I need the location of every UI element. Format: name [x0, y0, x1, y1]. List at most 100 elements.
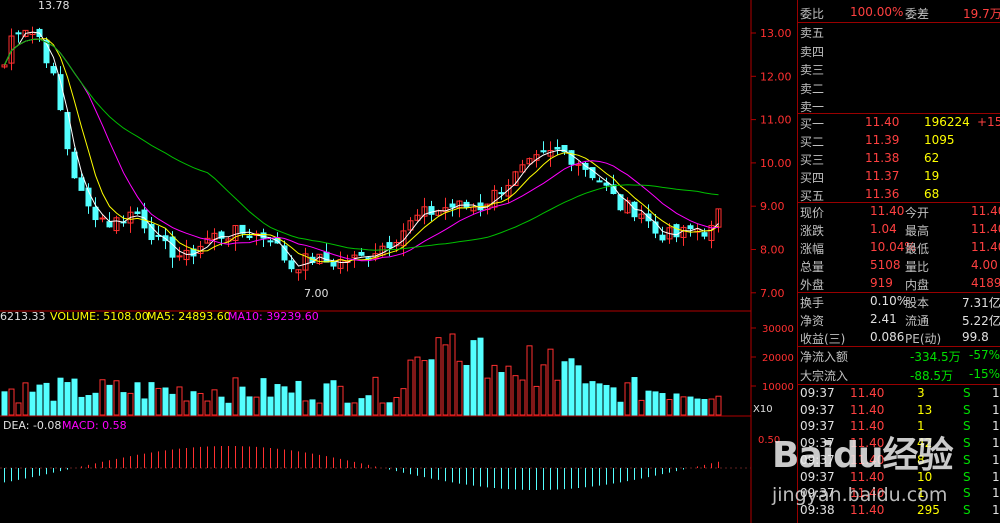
flow-row: 净流入额 -334.5万 -57% — [800, 348, 1000, 364]
volume-bar — [554, 379, 561, 416]
volume-bar — [253, 396, 260, 416]
volume-bar — [302, 400, 309, 416]
tick-row: 09:37 11.40 1 S 1 — [800, 486, 1000, 501]
volume-bar — [274, 384, 281, 416]
stat2-row: 净资 2.41 流通 5.22亿 — [800, 312, 1000, 328]
candle-body — [302, 253, 309, 271]
candle-body — [169, 236, 176, 258]
volume-bar — [57, 377, 64, 416]
volume-bar — [379, 402, 386, 416]
candle-body — [687, 225, 694, 230]
volume-bar — [134, 382, 141, 416]
kline-chart[interactable]: 13.78 7.00 6213.33 VOLUME: 5108.00 MA5: … — [0, 0, 797, 523]
volume-bar — [414, 356, 421, 416]
volume-bar — [239, 386, 246, 416]
volume-bar — [309, 399, 316, 416]
volume-bar — [442, 344, 449, 416]
volume-bar — [568, 358, 575, 416]
candle-body — [421, 206, 428, 217]
candle-body — [351, 254, 358, 259]
candle-body — [281, 245, 288, 261]
volume-bar — [204, 400, 211, 416]
price-axis-label: 7.00 — [760, 287, 785, 300]
candle-body — [414, 214, 421, 221]
candle-body — [568, 150, 575, 165]
volume-bar — [582, 383, 589, 416]
candle-body — [148, 223, 155, 241]
volume-label: VOLUME: 5108.00 — [50, 310, 149, 323]
volume-total: 6213.33 — [0, 310, 46, 323]
ma10-label: MA10: 39239.60 — [228, 310, 319, 323]
volume-bar — [400, 388, 407, 416]
volume-bar — [575, 365, 582, 416]
volume-bar — [659, 393, 666, 416]
candle-body — [358, 251, 365, 256]
volume-bar — [638, 399, 645, 416]
price-axis-label: 9.00 — [760, 200, 785, 213]
volume-bar — [533, 385, 540, 416]
tick-row: 09:37 11.40 1 S 1 — [800, 419, 1000, 434]
candle-body — [603, 182, 610, 186]
volume-bar — [183, 400, 190, 416]
volume-unit: X10 — [753, 404, 773, 415]
volume-axis-label: 20000 — [762, 353, 794, 364]
candle-body — [400, 230, 407, 247]
buy-row: 买五 11.36 68 — [800, 187, 940, 203]
volume-bar — [540, 364, 547, 416]
volume-bar — [92, 392, 99, 416]
volume-bar — [267, 396, 274, 416]
candle-body — [183, 249, 190, 261]
candle-body — [638, 213, 645, 219]
candle-body — [596, 180, 603, 183]
volume-bar — [295, 380, 302, 416]
volume-bar — [505, 365, 512, 416]
volume-bar — [78, 396, 85, 416]
volume-bar — [155, 387, 162, 416]
volume-bar — [85, 395, 92, 416]
volume-bar — [120, 392, 127, 416]
candle-body — [519, 164, 526, 173]
volume-bar — [162, 387, 169, 416]
candle-body — [659, 234, 666, 241]
tick-row: 09:37 11.40 13 S 1 — [800, 402, 1000, 417]
volume-bar — [428, 359, 435, 416]
volume-bar — [260, 378, 267, 416]
sell-row: 卖五 — [800, 26, 825, 40]
volume-bar — [148, 382, 155, 416]
price-axis: 13.00 12.00 11.00 10.00 9.00 8.00 7.00 — [751, 27, 792, 300]
volume-bar — [127, 392, 134, 416]
candle-body — [176, 255, 183, 258]
candle-body — [715, 208, 722, 228]
candle-body — [43, 39, 50, 64]
candle-body — [99, 217, 106, 220]
volume-bar — [624, 382, 631, 416]
volume-bar — [344, 402, 351, 416]
volume-bar — [211, 389, 218, 416]
volume-bar — [43, 382, 50, 416]
volume-bar — [631, 377, 638, 416]
candle-body — [78, 177, 85, 191]
volume-bar — [652, 391, 659, 416]
candle-body — [575, 163, 582, 166]
tick-row: 09:37 11.40 42 S 1 — [800, 436, 1000, 451]
low-price-marker: 7.00 — [304, 287, 329, 300]
buy-row: 买三 11.38 62 — [800, 151, 940, 167]
volume-bar — [8, 388, 15, 416]
price-axis-label: 10.00 — [760, 157, 792, 170]
volume-bar — [617, 401, 624, 416]
buy-row: 买二 11.39 1095 — [800, 133, 955, 149]
volume-bar — [1, 391, 8, 416]
volume-bar — [680, 396, 687, 416]
sell-row: 卖三 — [800, 63, 825, 77]
candle-body — [449, 203, 456, 208]
watermark-url: jingyan.baidu.com — [772, 484, 948, 506]
volume-bar — [498, 372, 505, 416]
candle-body — [505, 184, 512, 197]
candle-body — [498, 192, 505, 195]
volume-bar — [386, 402, 393, 416]
volume-bar — [337, 385, 344, 416]
volume-axis-label: 30000 — [762, 324, 794, 335]
